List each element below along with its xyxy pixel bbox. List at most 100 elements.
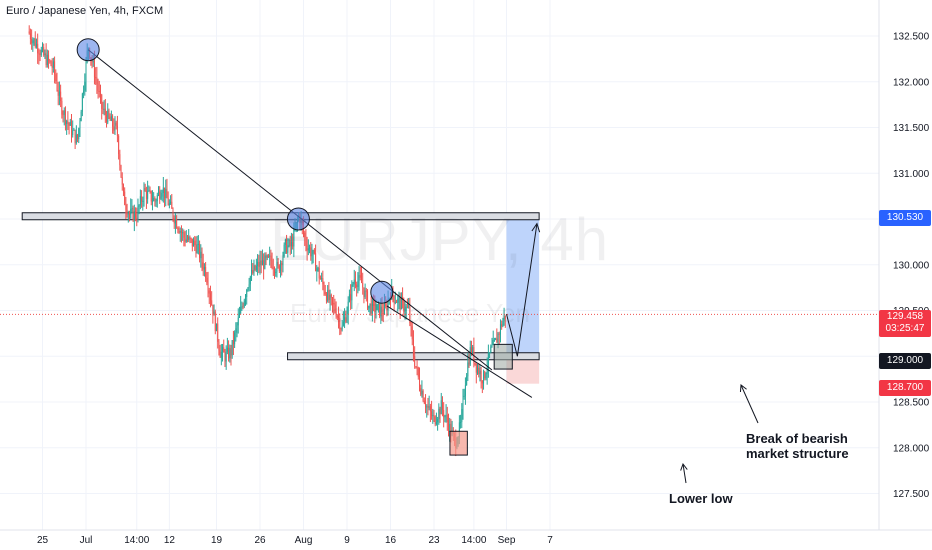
candle [78, 127, 80, 144]
candle [315, 244, 317, 272]
time-tick-label: 7 [547, 535, 553, 546]
candle-body [335, 311, 337, 317]
candle-body [323, 284, 325, 292]
candle-body [478, 367, 480, 375]
candle-body [492, 340, 494, 346]
candle-body [137, 206, 139, 220]
candle [44, 49, 46, 59]
candle-body [185, 239, 187, 242]
candle-body [170, 201, 172, 204]
candle [170, 195, 172, 205]
candle-body [350, 294, 352, 301]
candle-body [498, 333, 500, 335]
candle [263, 253, 265, 280]
candle-body [311, 254, 313, 257]
candle-body [57, 90, 59, 96]
candle-body [272, 267, 274, 269]
time-tick-label: Jul [80, 535, 93, 546]
candle [284, 238, 286, 254]
candle [29, 28, 31, 45]
candle [35, 38, 37, 49]
candle-body [79, 121, 81, 129]
candle-body [141, 196, 143, 202]
candle-body [305, 236, 307, 246]
candle [195, 236, 197, 258]
candle-body [399, 297, 401, 310]
current-price-badge: 129.458 03:25:47 [879, 310, 931, 337]
candle [71, 114, 72, 143]
candle-body [439, 408, 441, 415]
candle-body [412, 339, 414, 357]
candle-body [164, 187, 166, 198]
candle-body [147, 190, 149, 199]
candle [164, 187, 166, 208]
chart-title: Euro / Japanese Yen, 4h, FXCM [6, 5, 164, 17]
candle [427, 397, 429, 416]
candle-body [428, 406, 430, 408]
candle-body [367, 291, 369, 309]
candle-body [71, 121, 72, 136]
candle [171, 193, 173, 209]
candle-body [467, 362, 469, 377]
candle-body [448, 422, 449, 432]
candle [51, 58, 53, 75]
candle [136, 207, 138, 227]
candle-body [435, 422, 437, 425]
candle [443, 402, 445, 428]
candle [224, 348, 226, 367]
candle-body [120, 165, 122, 178]
candle-body [464, 385, 466, 396]
candle [289, 235, 291, 256]
candle-body [222, 347, 224, 352]
candle-body [230, 348, 232, 356]
candle-body [374, 301, 376, 313]
candle-body [124, 191, 126, 205]
candle [272, 258, 274, 276]
candle-body [116, 125, 118, 136]
candle [475, 363, 477, 384]
candle [168, 199, 170, 209]
candle [101, 93, 103, 120]
candle-body [421, 390, 423, 395]
candle [196, 235, 198, 254]
candle-body [159, 191, 161, 199]
candle [310, 242, 312, 261]
candle-body [182, 232, 184, 234]
candle [478, 363, 480, 378]
candle-body [66, 120, 68, 125]
candle-body [487, 352, 489, 368]
candle [177, 226, 179, 234]
time-axis[interactable]: 25 Jul 14:00 12 19 26 Aug 9 16 23 14:00 Sep 7 [37, 535, 553, 546]
candle [432, 408, 434, 424]
candle [187, 234, 188, 243]
candle [425, 394, 427, 414]
candle [129, 210, 130, 222]
candle [124, 187, 126, 206]
candle [492, 330, 494, 346]
candle-body [54, 61, 56, 75]
candle [336, 314, 338, 321]
entry-price-badge: 129.000 [879, 353, 931, 369]
candle-body [260, 260, 262, 266]
candle-body [315, 253, 317, 272]
candle [57, 81, 59, 106]
candle [247, 287, 249, 292]
candle [147, 180, 149, 204]
candle [121, 172, 123, 191]
candle-body [287, 245, 289, 253]
candle [341, 319, 343, 332]
candles [28, 25, 506, 457]
candle [96, 66, 98, 94]
candle-body [42, 47, 43, 50]
price-axis[interactable]: 127.500128.000128.500129.000129.500130.0… [893, 32, 930, 501]
candle-body [403, 300, 405, 312]
candle-body [458, 422, 460, 438]
candle [486, 357, 488, 385]
candle [307, 239, 309, 256]
candle-body [189, 236, 191, 239]
candle [305, 229, 307, 252]
candle-body [232, 340, 234, 345]
candle-body [132, 207, 134, 221]
candle-body [304, 232, 306, 237]
